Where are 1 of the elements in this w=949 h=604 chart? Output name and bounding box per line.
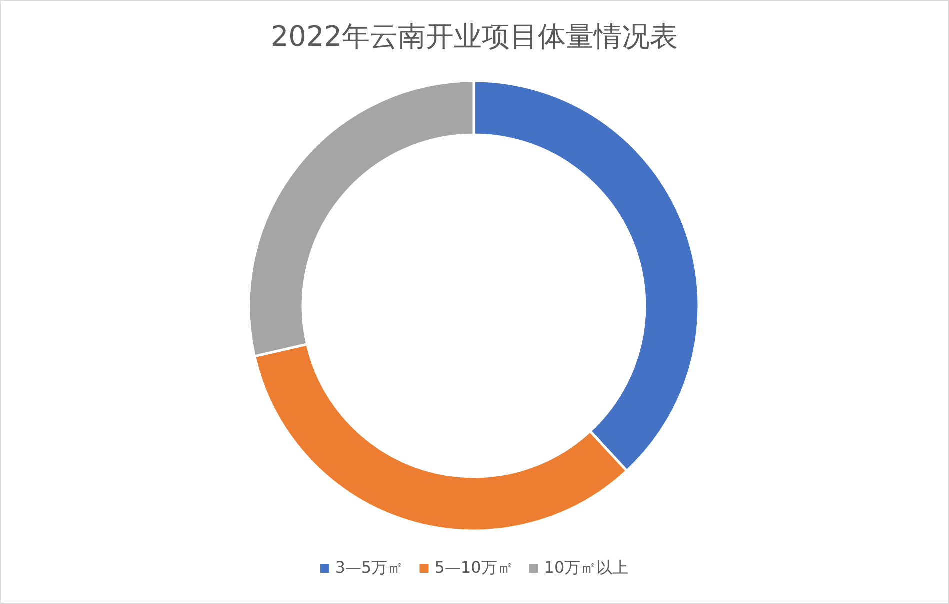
title: 2022年云南开业项目体量情况表 xyxy=(270,20,678,53)
